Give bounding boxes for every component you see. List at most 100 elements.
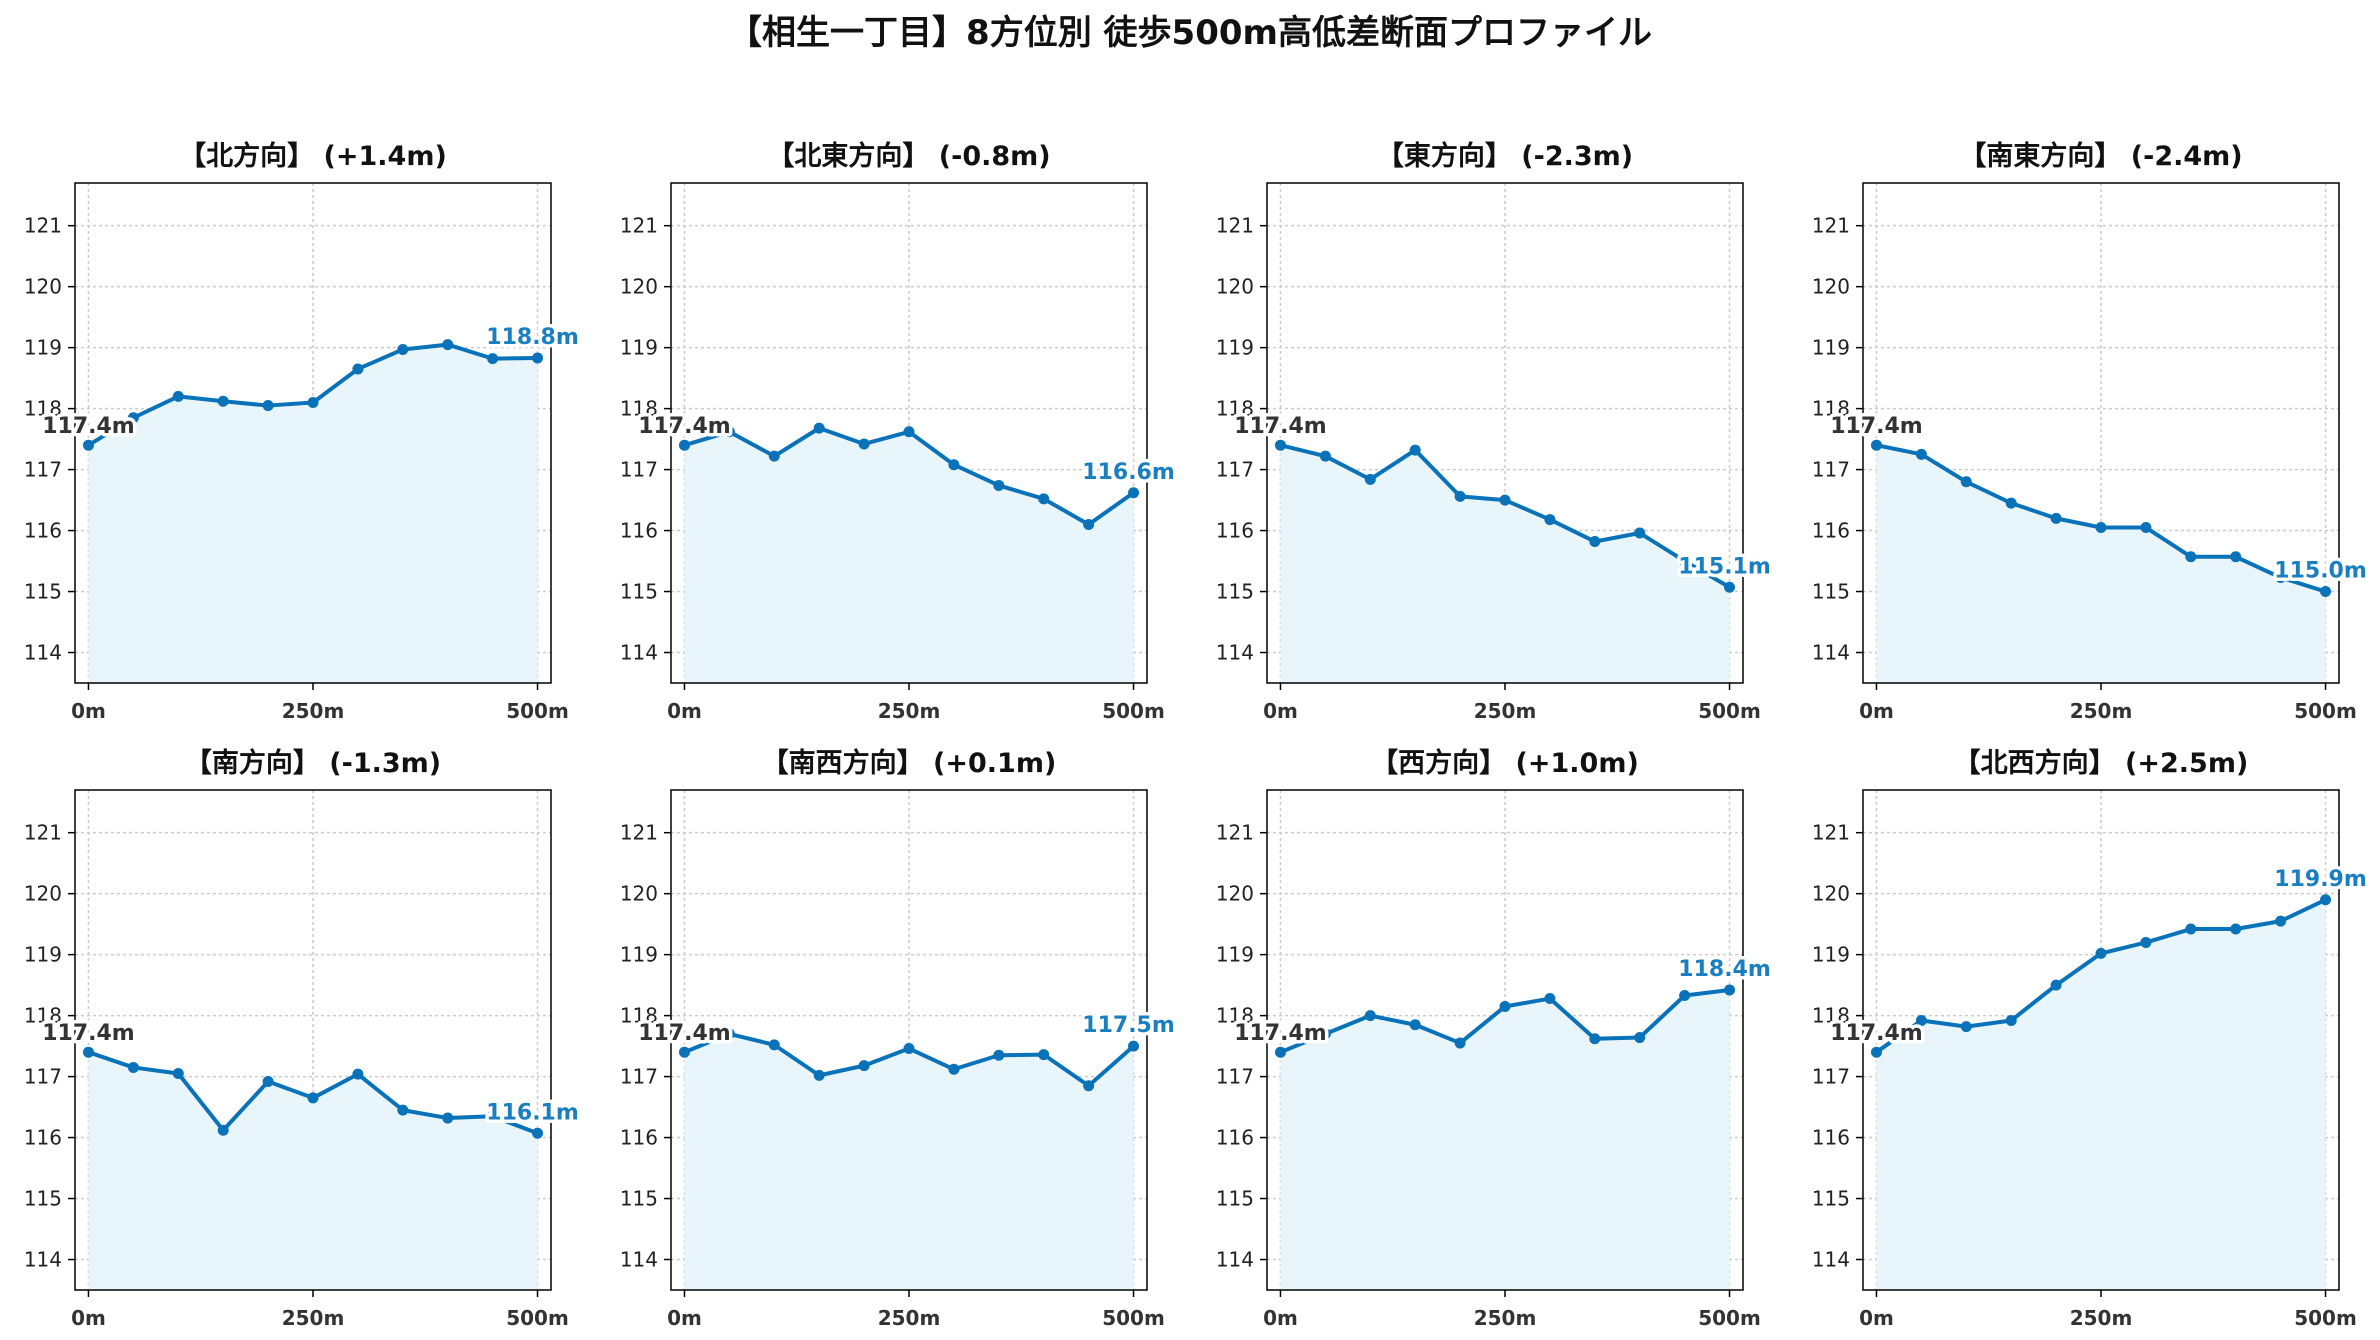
y-tick-label: 117 (24, 1065, 62, 1089)
elevation-area (88, 344, 538, 683)
data-point (1724, 581, 1736, 593)
start-elevation-label: 117.4m (638, 414, 731, 439)
data-point (397, 1104, 409, 1116)
elevation-area (684, 428, 1134, 683)
data-point (1679, 989, 1691, 1001)
elevation-panel: 【南方向】 (-1.3m) 114 115 116 117 118 119 120 121 0m 2… (24, 747, 582, 1330)
panel-title: 【西方向】 (+1.0m) (1371, 747, 1639, 779)
y-tick-label: 117 (1812, 458, 1850, 482)
y-tick-label: 114 (1216, 641, 1254, 665)
data-point (1634, 527, 1646, 539)
y-tick-label: 117 (1812, 1065, 1850, 1089)
y-tick-label: 118 (1216, 1004, 1254, 1028)
y-tick-label: 117 (620, 458, 658, 482)
data-point (532, 352, 544, 364)
panel-title: 【南方向】 (-1.3m) (185, 747, 441, 779)
data-point (1319, 450, 1331, 462)
data-point (813, 422, 825, 434)
x-tick-label: 500m (2294, 1306, 2357, 1330)
y-tick-label: 116 (620, 519, 658, 543)
data-point (1083, 1080, 1095, 1092)
data-point (993, 479, 1005, 491)
y-tick-label: 121 (1812, 821, 1850, 845)
x-tick-label: 250m (2070, 1306, 2133, 1330)
data-point (1274, 1046, 1286, 1058)
data-point (948, 1063, 960, 1075)
panel-title: 【北方向】 (+1.4m) (179, 140, 447, 172)
y-tick-label: 119 (24, 943, 62, 967)
y-tick-label: 118 (24, 397, 62, 421)
x-tick-label: 0m (71, 1306, 106, 1330)
y-tick-label: 115 (24, 1187, 62, 1211)
elevation-area (684, 1033, 1134, 1290)
x-tick-label: 250m (878, 1306, 941, 1330)
y-tick-label: 115 (1812, 1187, 1850, 1211)
y-tick-label: 120 (24, 882, 62, 906)
x-tick-label: 250m (2070, 699, 2133, 723)
elevation-panel: 【西方向】 (+1.0m) 114 115 116 117 118 119 120 121 0m 2… (1216, 747, 1774, 1330)
data-point (1083, 518, 1095, 530)
data-point (217, 1124, 229, 1136)
y-tick-label: 119 (24, 336, 62, 360)
y-tick-label: 118 (1812, 397, 1850, 421)
x-tick-label: 250m (1474, 1306, 1537, 1330)
end-elevation-label: 115.1m (1678, 554, 1771, 579)
data-point (1915, 448, 1927, 460)
elevation-area (1280, 445, 1730, 683)
y-tick-label: 116 (24, 1126, 62, 1150)
y-tick-label: 120 (1216, 275, 1254, 299)
elevation-panel: 【北東方向】 (-0.8m) 114 115 116 117 118 119 120 121 0m… (620, 140, 1178, 723)
data-point (1960, 1021, 1972, 1033)
data-point (217, 395, 229, 407)
elevation-panel: 【北西方向】 (+2.5m) 114 115 116 117 118 119 120 121 0m… (1812, 747, 2370, 1330)
y-tick-label: 119 (1812, 336, 1850, 360)
y-tick-label: 121 (1812, 214, 1850, 238)
data-point (1960, 476, 1972, 488)
x-tick-label: 250m (282, 1306, 345, 1330)
data-point (723, 1028, 735, 1040)
x-tick-label: 250m (878, 699, 941, 723)
data-point (442, 339, 454, 351)
y-tick-label: 116 (1216, 519, 1254, 543)
data-point (1038, 493, 1050, 505)
y-tick-label: 121 (1216, 214, 1254, 238)
data-point (2185, 923, 2197, 935)
data-point (2185, 551, 2197, 563)
y-tick-label: 117 (1216, 458, 1254, 482)
data-point (2230, 923, 2242, 935)
y-tick-label: 120 (620, 275, 658, 299)
elevation-area (1280, 990, 1730, 1290)
data-point (2275, 572, 2287, 584)
data-point (1409, 444, 1421, 456)
end-elevation-label: 118.8m (486, 325, 579, 350)
start-elevation-label: 117.4m (1830, 1021, 1923, 1046)
x-tick-label: 0m (667, 1306, 702, 1330)
end-elevation-label: 116.6m (1082, 460, 1175, 485)
y-tick-label: 119 (1216, 336, 1254, 360)
y-tick-label: 115 (24, 580, 62, 604)
data-point (82, 439, 94, 451)
data-point (2005, 1014, 2017, 1026)
data-point (1274, 439, 1286, 451)
y-tick-label: 119 (1812, 943, 1850, 967)
data-point (2140, 936, 2152, 948)
data-point (262, 1075, 274, 1087)
elevation-panel: 【南西方向】 (+0.1m) 114 115 116 117 118 119 120 121 0m… (620, 747, 1178, 1330)
data-point (532, 1127, 544, 1139)
y-tick-label: 117 (1216, 1065, 1254, 1089)
y-tick-label: 116 (24, 519, 62, 543)
y-tick-label: 116 (620, 1126, 658, 1150)
data-point (2095, 947, 2107, 959)
end-elevation-label: 117.5m (1082, 1013, 1175, 1038)
data-point (1915, 1014, 1927, 1026)
x-tick-label: 250m (1474, 699, 1537, 723)
data-point (1679, 555, 1691, 567)
y-tick-label: 118 (620, 397, 658, 421)
data-point (487, 353, 499, 365)
y-tick-label: 114 (24, 641, 62, 665)
panel-title: 【北東方向】 (-0.8m) (767, 140, 1050, 172)
data-point (442, 1112, 454, 1124)
data-point (127, 1061, 139, 1073)
data-point (307, 1092, 319, 1104)
data-point (1634, 1032, 1646, 1044)
